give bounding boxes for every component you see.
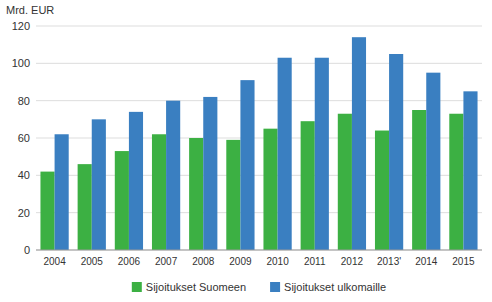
y-tick-label: 0 — [24, 244, 30, 256]
x-tick-label: 2013' — [377, 256, 401, 267]
bar — [389, 54, 403, 250]
grid — [36, 26, 482, 250]
bar — [263, 129, 277, 250]
bar — [226, 140, 240, 250]
grid-line — [36, 250, 482, 251]
bars — [40, 37, 477, 250]
bar — [352, 37, 366, 250]
bar — [166, 101, 180, 250]
legend-item: Sijoitukset ulkomaille — [270, 281, 386, 293]
bar — [412, 110, 426, 250]
y-tick-label: 20 — [18, 207, 30, 219]
bar — [189, 138, 203, 250]
x-tick-label: 2004 — [43, 256, 66, 267]
x-tick-label: 2008 — [192, 256, 215, 267]
legend-swatch — [270, 282, 280, 292]
bar — [426, 73, 440, 250]
legend-label: Sijoitukset Suomeen — [146, 281, 246, 293]
bar — [40, 172, 54, 250]
chart-container: 0 20 40 60 80 100 120 Mrd. EUR 2004 2005 2006 2007 2… — [0, 0, 492, 302]
y-tick-label: 60 — [18, 132, 30, 144]
bar — [449, 114, 463, 250]
x-tick-label: 2011 — [304, 256, 326, 267]
x-tick-label: 2010 — [266, 256, 289, 267]
legend-item: Sijoitukset Suomeen — [132, 281, 246, 293]
bar — [55, 134, 69, 250]
x-axis-line — [36, 250, 482, 251]
x-tick-label: 2012 — [341, 256, 364, 267]
bar — [463, 91, 477, 250]
bar — [301, 121, 315, 250]
x-tick-label: 2007 — [155, 256, 178, 267]
bar — [278, 58, 292, 250]
grid-line — [36, 26, 482, 27]
grid-line — [36, 63, 482, 64]
bar — [338, 114, 352, 250]
legend: Sijoitukset Suomeen Sijoitukset ulkomaill… — [132, 281, 386, 293]
chart-svg: 0 20 40 60 80 100 120 Mrd. EUR 2004 2005 2006 2007 2… — [0, 0, 492, 302]
x-tick-label: 2006 — [118, 256, 141, 267]
bar — [129, 112, 143, 250]
grid-line — [36, 100, 482, 101]
x-tick-label: 2015 — [452, 256, 475, 267]
bar — [115, 151, 129, 250]
y-tick-label: 40 — [18, 169, 30, 181]
bar — [240, 80, 254, 250]
bar — [92, 119, 106, 250]
x-tick-label: 2005 — [81, 256, 104, 267]
y-tick-label: 120 — [12, 20, 30, 32]
y-tick-label: 80 — [18, 95, 30, 107]
bar — [78, 164, 92, 250]
legend-swatch — [132, 282, 142, 292]
y-tick-label: 100 — [12, 57, 30, 69]
bar — [375, 131, 389, 250]
bar — [152, 134, 166, 250]
x-tick-label: 2009 — [229, 256, 252, 267]
bar — [315, 58, 329, 250]
legend-label: Sijoitukset ulkomaille — [284, 281, 386, 293]
x-tick-label: 2014 — [415, 256, 438, 267]
bar — [203, 97, 217, 250]
y-axis-label: Mrd. EUR — [6, 4, 54, 16]
